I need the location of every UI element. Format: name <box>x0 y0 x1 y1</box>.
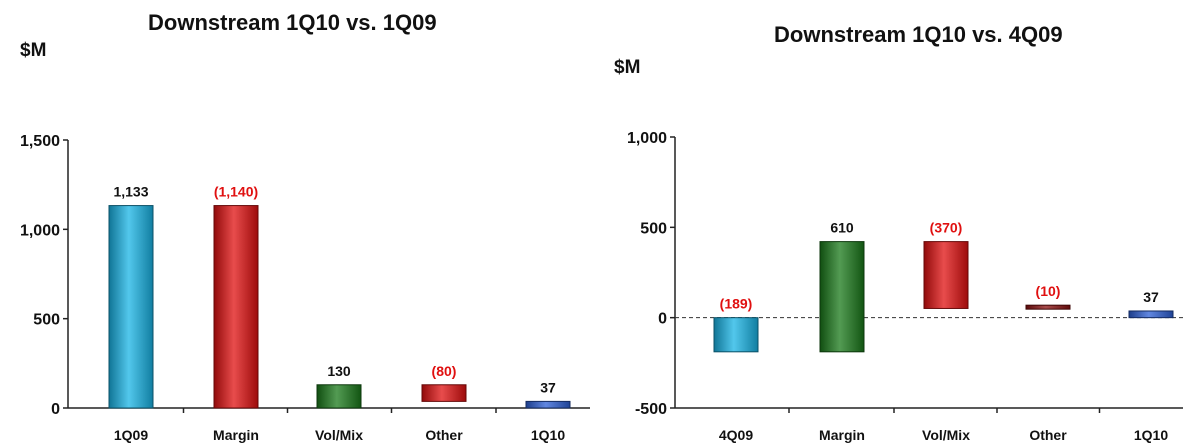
category-label: Other <box>1029 427 1067 443</box>
data-label: (10) <box>1036 283 1061 299</box>
data-label: (1,140) <box>214 184 258 200</box>
bar-1q09 <box>108 205 154 409</box>
bar-vol-mix <box>923 241 969 309</box>
waterfall-chart: -500 0 500 1,000 (189) 4Q09 610 Margin (370) Vol/… <box>627 130 1183 443</box>
bar-vol-mix <box>316 384 362 409</box>
y-axis-unit-label: $M <box>614 57 641 78</box>
bar-other <box>1025 304 1071 310</box>
data-label: 610 <box>830 220 854 236</box>
y-tick-label: 500 <box>33 312 60 329</box>
category-label: 1Q09 <box>114 427 148 443</box>
category-label: 1Q10 <box>531 427 565 443</box>
category-label: Vol/Mix <box>315 427 363 443</box>
data-label: 37 <box>1143 289 1159 305</box>
category-label: 4Q09 <box>719 427 753 443</box>
data-label: 37 <box>540 379 556 395</box>
data-label: (189) <box>720 296 753 312</box>
category-label: Other <box>425 427 463 443</box>
y-axis-unit-label: $M <box>20 40 47 61</box>
category-label: Margin <box>213 427 259 443</box>
y-tick-label: 500 <box>640 220 667 237</box>
data-label: (80) <box>432 363 457 379</box>
bar-margin <box>213 205 259 409</box>
y-tick-label: 0 <box>658 311 667 328</box>
bar-1q10 <box>1128 310 1174 319</box>
category-label: Margin <box>819 427 865 443</box>
data-label: (370) <box>930 220 963 236</box>
y-tick-label: 1,500 <box>20 133 60 150</box>
y-tick-label: 0 <box>51 401 60 418</box>
chart-title: Downstream 1Q10 vs. 1Q09 <box>148 10 437 35</box>
y-tick-label: 1,000 <box>627 130 667 147</box>
data-label: 130 <box>327 363 351 379</box>
category-label: 1Q10 <box>1134 427 1168 443</box>
bar-margin <box>819 241 865 353</box>
chart-title: Downstream 1Q10 vs. 4Q09 <box>774 22 1063 47</box>
data-label: 1,133 <box>113 184 148 200</box>
waterfall-chart: 0 500 1,000 1,500 1,133 1Q09 (1,140) Margin 130 V… <box>20 133 590 443</box>
bar-1q10 <box>525 400 571 409</box>
y-tick-label: -500 <box>635 401 667 418</box>
category-label: Vol/Mix <box>922 427 970 443</box>
bar-4q09 <box>713 317 759 353</box>
bar-other <box>421 384 467 402</box>
chart-panel-1q10-vs-1q09: Downstream 1Q10 vs. 1Q09 $M 0 500 1,000 1,5… <box>20 10 590 443</box>
chart-panel-1q10-vs-4q09: Downstream 1Q10 vs. 4Q09 $M -500 0 500 1,00… <box>592 0 1183 446</box>
y-tick-label: 1,000 <box>20 222 60 239</box>
